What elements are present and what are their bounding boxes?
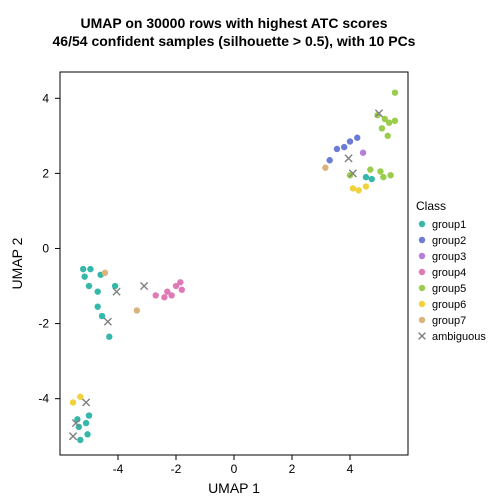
y-tick-label: 0 <box>42 241 49 255</box>
legend-label: group2 <box>432 235 466 247</box>
data-point <box>153 292 159 298</box>
legend-swatch <box>419 317 425 323</box>
chart-title-line2: 46/54 confident samples (silhouette > 0.… <box>53 33 416 49</box>
legend-label: ambiguous <box>432 331 486 343</box>
data-point <box>377 168 383 174</box>
data-point <box>81 273 87 279</box>
legend-label: group3 <box>432 251 466 263</box>
data-point <box>113 288 120 295</box>
data-point <box>379 125 385 131</box>
x-tick-label: -2 <box>171 462 182 476</box>
x-tick-label: 2 <box>289 462 296 476</box>
data-point <box>322 165 328 171</box>
legend-swatch <box>419 237 425 243</box>
y-tick-label: 4 <box>42 91 49 105</box>
data-point <box>334 146 340 152</box>
data-point <box>354 135 360 141</box>
data-point <box>106 334 112 340</box>
data-point <box>392 89 398 95</box>
data-point <box>350 185 356 191</box>
data-point <box>102 270 108 276</box>
legend-label: group5 <box>432 283 466 295</box>
data-point <box>77 437 83 443</box>
data-point <box>356 187 362 193</box>
data-point <box>387 172 393 178</box>
chart-title-line1: UMAP on 30000 rows with highest ATC scor… <box>80 15 387 31</box>
legend-swatch <box>419 221 425 227</box>
data-point <box>369 176 375 182</box>
data-point <box>80 266 86 272</box>
plot-area <box>60 72 408 455</box>
data-point <box>95 303 101 309</box>
data-point <box>134 307 140 313</box>
data-point <box>87 266 93 272</box>
data-point <box>347 138 353 144</box>
data-point <box>86 412 92 418</box>
umap-scatter-chart: -4 -2 0 2 4 -4 -2 0 2 4 UMAP 1 UMAP 2 UMAP on 30000 … <box>0 0 504 504</box>
x-tick-label: 0 <box>231 462 238 476</box>
y-axis-label: UMAP 2 <box>9 237 25 289</box>
legend-swatch <box>419 269 425 275</box>
legend-swatch <box>419 301 425 307</box>
y-tick-label: 2 <box>42 166 49 180</box>
legend-swatch <box>419 285 425 291</box>
data-point <box>327 157 333 163</box>
data-point <box>86 283 92 289</box>
data-point <box>70 399 76 405</box>
data-point <box>386 119 392 125</box>
y-tick-label: -4 <box>38 392 49 406</box>
data-point <box>360 150 366 156</box>
y-tick-label: -2 <box>38 317 49 331</box>
data-point <box>380 174 386 180</box>
data-point <box>95 288 101 294</box>
data-point <box>177 279 183 285</box>
legend-label: group7 <box>432 315 466 327</box>
data-point <box>83 420 89 426</box>
data-point <box>363 183 369 189</box>
data-point <box>104 318 111 325</box>
data-point <box>84 431 90 437</box>
data-point <box>345 155 352 162</box>
x-axis-label: UMAP 1 <box>208 480 260 496</box>
legend-label: group4 <box>432 267 466 279</box>
data-point <box>341 144 347 150</box>
legend-title: Class <box>416 199 446 213</box>
data-point <box>179 287 185 293</box>
data-point <box>363 174 369 180</box>
data-point <box>141 282 148 289</box>
legend-swatch <box>419 253 425 259</box>
data-point <box>69 433 76 440</box>
legend-label: group6 <box>432 299 466 311</box>
legend-label: group1 <box>432 219 466 231</box>
data-point <box>385 133 391 139</box>
data-point <box>367 166 373 172</box>
data-point <box>161 294 167 300</box>
x-tick-label: -4 <box>113 462 124 476</box>
data-point <box>392 118 398 124</box>
data-point <box>83 399 90 406</box>
x-tick-label: 4 <box>347 462 354 476</box>
data-point <box>168 292 174 298</box>
